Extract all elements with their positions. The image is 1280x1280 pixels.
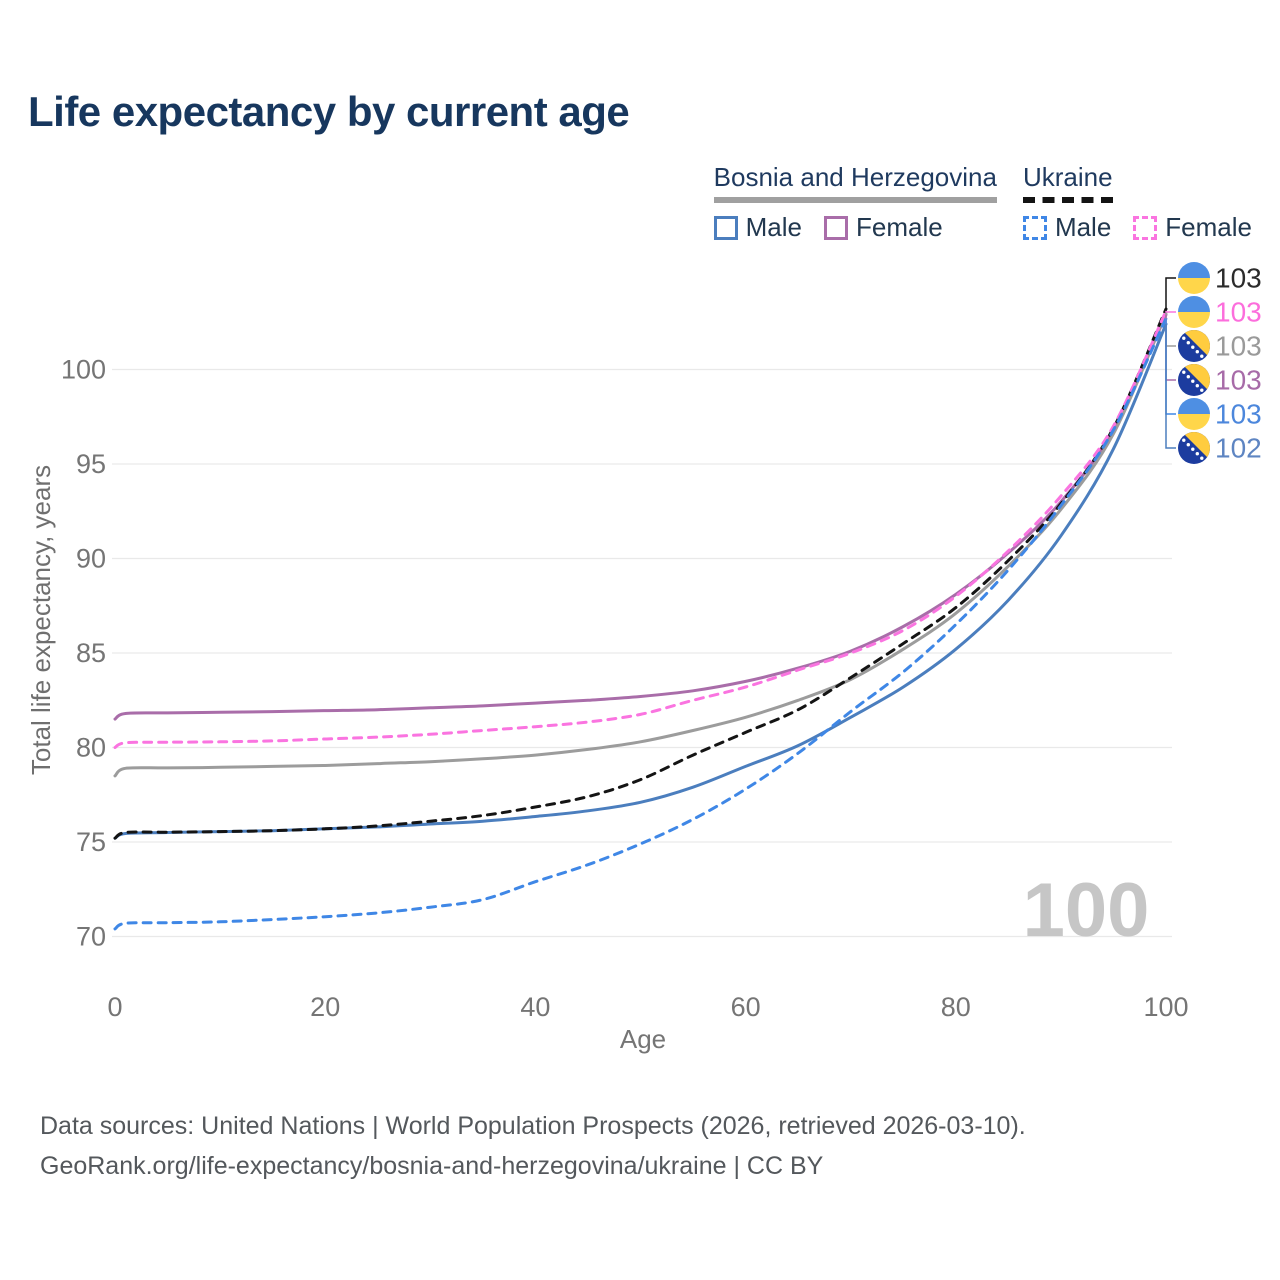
current-age-watermark: 100 xyxy=(1023,868,1150,953)
x-tick-80: 80 xyxy=(941,992,971,1022)
ukraine-female-swatch-icon xyxy=(1133,215,1158,240)
gridlines xyxy=(112,368,1172,938)
legend-item-label: Male xyxy=(745,212,802,242)
x-axis-title: Age xyxy=(620,1024,666,1054)
bosnia-and-herzegovina-flag-icon xyxy=(1178,330,1210,362)
x-tick-100: 100 xyxy=(1143,992,1188,1022)
label-connector-bosnia-male xyxy=(1165,324,1176,449)
legend-item-ukraine-female[interactable]: Female xyxy=(1133,212,1252,243)
legend-country-ukraine[interactable]: Ukraine xyxy=(1022,162,1113,203)
line-bosnia-total xyxy=(113,311,1168,778)
legend-items-ukraine: Male Female xyxy=(1022,212,1252,243)
legend-group-ukraine: Ukraine Male Female xyxy=(1022,162,1252,243)
series-lines xyxy=(113,307,1168,931)
label-connector-ukraine-male xyxy=(1165,318,1176,415)
bosnia-and-herzegovina-flag-icon xyxy=(1178,432,1210,464)
ukraine-flag-icon xyxy=(1178,398,1210,430)
bosnia-female-swatch-icon xyxy=(824,215,848,240)
label-connector-bosnia-female xyxy=(1165,314,1176,381)
y-tick-70: 70 xyxy=(76,922,106,952)
y-tick-100: 100 xyxy=(61,355,106,385)
line-bosnia-female xyxy=(113,313,1168,721)
bosnia-male-swatch-icon xyxy=(713,215,738,240)
y-tick-95: 95 xyxy=(76,449,106,479)
x-tick-40: 40 xyxy=(520,992,550,1022)
end-label-value-ukraine-total: 103 xyxy=(1215,263,1262,294)
legend-item-bosnia-female[interactable]: Female xyxy=(824,212,943,243)
data-sources-text: Data sources: United Nations | World Pop… xyxy=(40,1112,1026,1140)
x-tick-20: 20 xyxy=(310,992,340,1022)
axis-ticks: 70 75 80 85 90 95 100 0 20 40 60 80 100 xyxy=(61,355,1189,1023)
legend-item-label: Male xyxy=(1054,212,1112,242)
legend-item-label: Female xyxy=(1165,212,1252,242)
x-tick-0: 0 xyxy=(107,992,122,1022)
legend-country-bosnia-and-herzegovina[interactable]: Bosnia and Herzegovina xyxy=(713,162,997,203)
line-ukraine-male xyxy=(113,317,1168,931)
legend-item-label: Female xyxy=(856,212,943,242)
line-bosnia-male xyxy=(113,322,1168,840)
end-label-value-ukraine-male: 103 xyxy=(1215,399,1262,430)
end-label-value-bosnia-male: 102 xyxy=(1215,433,1262,464)
line-ukraine-total xyxy=(113,307,1168,840)
y-axis-title: Total life expectancy, years xyxy=(26,465,56,775)
bosnia-and-herzegovina-flag-icon xyxy=(1178,364,1210,396)
label-connector-ukraine-total xyxy=(1165,277,1176,309)
y-tick-90: 90 xyxy=(76,544,106,574)
line-ukraine-female xyxy=(113,309,1168,749)
end-label-value-ukraine-female: 103 xyxy=(1215,297,1262,328)
page-title: Life expectancy by current age xyxy=(28,88,630,135)
ukraine-flag-icon xyxy=(1178,296,1210,328)
label-connector-ukraine-female xyxy=(1165,310,1176,313)
y-tick-75: 75 xyxy=(76,827,106,857)
y-tick-80: 80 xyxy=(76,733,106,763)
footer: Data sources: United Nations | World Pop… xyxy=(40,1106,1026,1186)
end-label-value-bosnia-female: 103 xyxy=(1215,365,1262,396)
legend-group-bosnia-and-herzegovina: Bosnia and Herzegovina Male Female xyxy=(713,162,997,243)
legend: Bosnia and Herzegovina Male Female Ukrai… xyxy=(713,162,1252,243)
ukraine-flag-icon xyxy=(1178,262,1210,294)
label-connector-bosnia-total xyxy=(1165,312,1176,347)
x-tick-60: 60 xyxy=(731,992,761,1022)
legend-items-bosnia: Male Female xyxy=(713,212,997,243)
legend-item-ukraine-male[interactable]: Male xyxy=(1022,212,1112,243)
y-tick-85: 85 xyxy=(76,638,106,668)
legend-item-bosnia-male[interactable]: Male xyxy=(713,212,802,243)
ukraine-male-swatch-icon xyxy=(1022,215,1047,240)
attribution-text: GeoRank.org/life-expectancy/bosnia-and-h… xyxy=(40,1152,824,1180)
end-label-value-bosnia-total: 103 xyxy=(1215,331,1262,362)
